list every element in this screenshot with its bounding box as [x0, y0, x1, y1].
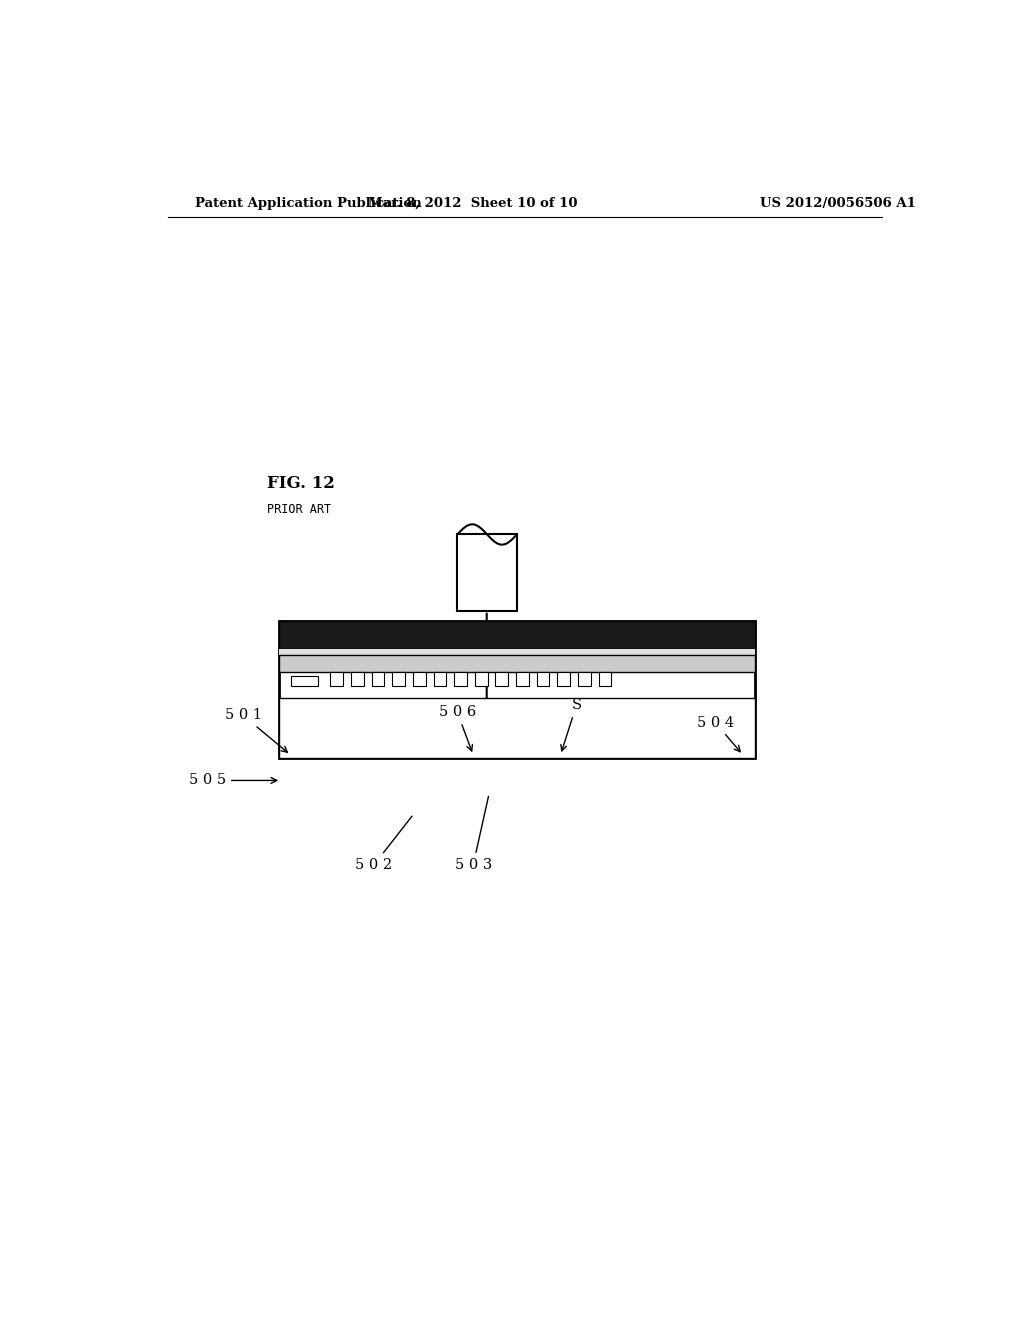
Bar: [599, 672, 611, 686]
Bar: [279, 620, 755, 649]
Bar: [496, 672, 508, 686]
Text: US 2012/0056506 A1: US 2012/0056506 A1: [761, 197, 916, 210]
Bar: [475, 672, 487, 686]
Bar: [279, 656, 755, 672]
Bar: [516, 672, 528, 686]
Text: FIG. 12: FIG. 12: [267, 475, 335, 492]
Text: 5 0 6: 5 0 6: [438, 705, 476, 751]
Bar: [279, 649, 755, 656]
Bar: [372, 672, 384, 686]
Bar: [291, 676, 318, 686]
Text: PRIOR ART: PRIOR ART: [267, 503, 331, 516]
Bar: [458, 535, 517, 611]
Bar: [351, 672, 364, 686]
Bar: [557, 672, 570, 686]
Bar: [578, 672, 591, 686]
Bar: [279, 620, 755, 758]
Text: 5 0 4: 5 0 4: [696, 715, 740, 751]
Text: 5 0 5: 5 0 5: [188, 774, 276, 788]
Bar: [455, 672, 467, 686]
Text: 5 0 3: 5 0 3: [455, 796, 492, 871]
Text: S: S: [561, 698, 582, 751]
Text: Mar. 8, 2012  Sheet 10 of 10: Mar. 8, 2012 Sheet 10 of 10: [369, 197, 578, 210]
Bar: [433, 672, 446, 686]
Bar: [279, 698, 755, 758]
Text: 5 0 2: 5 0 2: [355, 816, 412, 871]
Bar: [331, 672, 343, 686]
Text: 5 0 1: 5 0 1: [224, 709, 288, 752]
Bar: [392, 672, 404, 686]
Text: Patent Application Publication: Patent Application Publication: [196, 197, 422, 210]
Bar: [537, 672, 550, 686]
Bar: [413, 672, 426, 686]
